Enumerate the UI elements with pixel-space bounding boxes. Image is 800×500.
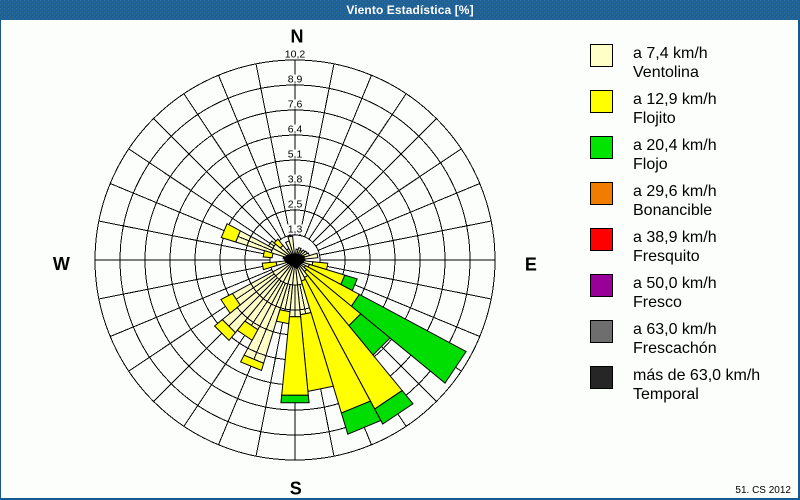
svg-text:7,6: 7,6 <box>288 99 303 111</box>
svg-text:N: N <box>291 26 304 46</box>
svg-text:W: W <box>53 254 70 274</box>
svg-text:S: S <box>290 478 302 498</box>
svg-text:2,5: 2,5 <box>288 199 303 211</box>
svg-text:E: E <box>525 254 537 274</box>
svg-text:8,9: 8,9 <box>288 74 303 86</box>
svg-text:6,4: 6,4 <box>288 124 303 136</box>
svg-text:1,3: 1,3 <box>288 224 303 236</box>
svg-text:3,8: 3,8 <box>288 174 303 186</box>
svg-text:10,2: 10,2 <box>285 49 306 61</box>
svg-text:5,1: 5,1 <box>288 149 303 161</box>
